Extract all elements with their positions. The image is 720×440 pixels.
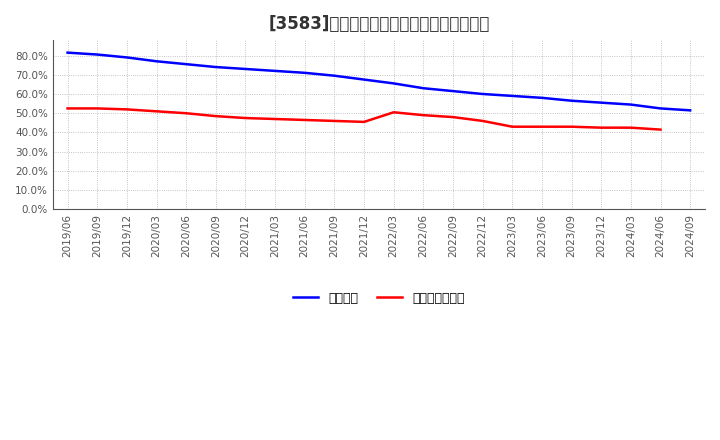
固定比率: [212, 64, 220, 70]
固定長期適合率: [626, 125, 635, 130]
固定比率: [656, 106, 665, 111]
固定長期適合率: [449, 114, 457, 120]
固定比率: [390, 81, 398, 86]
固定比率: [330, 73, 338, 78]
固定長期適合率: [390, 110, 398, 115]
固定比率: [360, 77, 369, 82]
Line: 固定長期適合率: 固定長期適合率: [68, 108, 660, 130]
固定比率: [449, 88, 457, 94]
固定長期適合率: [93, 106, 102, 111]
固定長期適合率: [330, 118, 338, 124]
固定比率: [63, 50, 72, 55]
固定比率: [271, 68, 279, 73]
Line: 固定比率: 固定比率: [68, 53, 690, 110]
固定比率: [182, 62, 191, 67]
固定長期適合率: [567, 124, 576, 129]
固定長期適合率: [152, 109, 161, 114]
固定長期適合率: [656, 127, 665, 132]
固定比率: [508, 93, 517, 99]
固定比率: [567, 98, 576, 103]
固定長期適合率: [271, 116, 279, 121]
固定長期適合率: [63, 106, 72, 111]
固定長期適合率: [182, 110, 191, 116]
固定比率: [419, 85, 428, 91]
Title: [3583]　固定比率、固定長期適合率の推移: [3583] 固定比率、固定長期適合率の推移: [268, 15, 490, 33]
固定長期適合率: [538, 124, 546, 129]
固定比率: [626, 102, 635, 107]
固定比率: [122, 55, 131, 60]
固定長期適合率: [360, 119, 369, 125]
固定比率: [93, 52, 102, 57]
固定比率: [538, 95, 546, 100]
固定長期適合率: [508, 124, 517, 129]
固定長期適合率: [212, 114, 220, 119]
固定比率: [686, 108, 695, 113]
固定長期適合率: [241, 115, 250, 121]
固定比率: [241, 66, 250, 72]
固定比率: [152, 59, 161, 64]
固定長期適合率: [419, 113, 428, 118]
固定比率: [597, 100, 606, 105]
固定長期適合率: [122, 107, 131, 112]
固定長期適合率: [300, 117, 309, 123]
Legend: 固定比率, 固定長期適合率: 固定比率, 固定長期適合率: [288, 287, 469, 310]
固定比率: [300, 70, 309, 76]
固定長期適合率: [478, 118, 487, 124]
固定長期適合率: [597, 125, 606, 130]
固定比率: [478, 92, 487, 97]
